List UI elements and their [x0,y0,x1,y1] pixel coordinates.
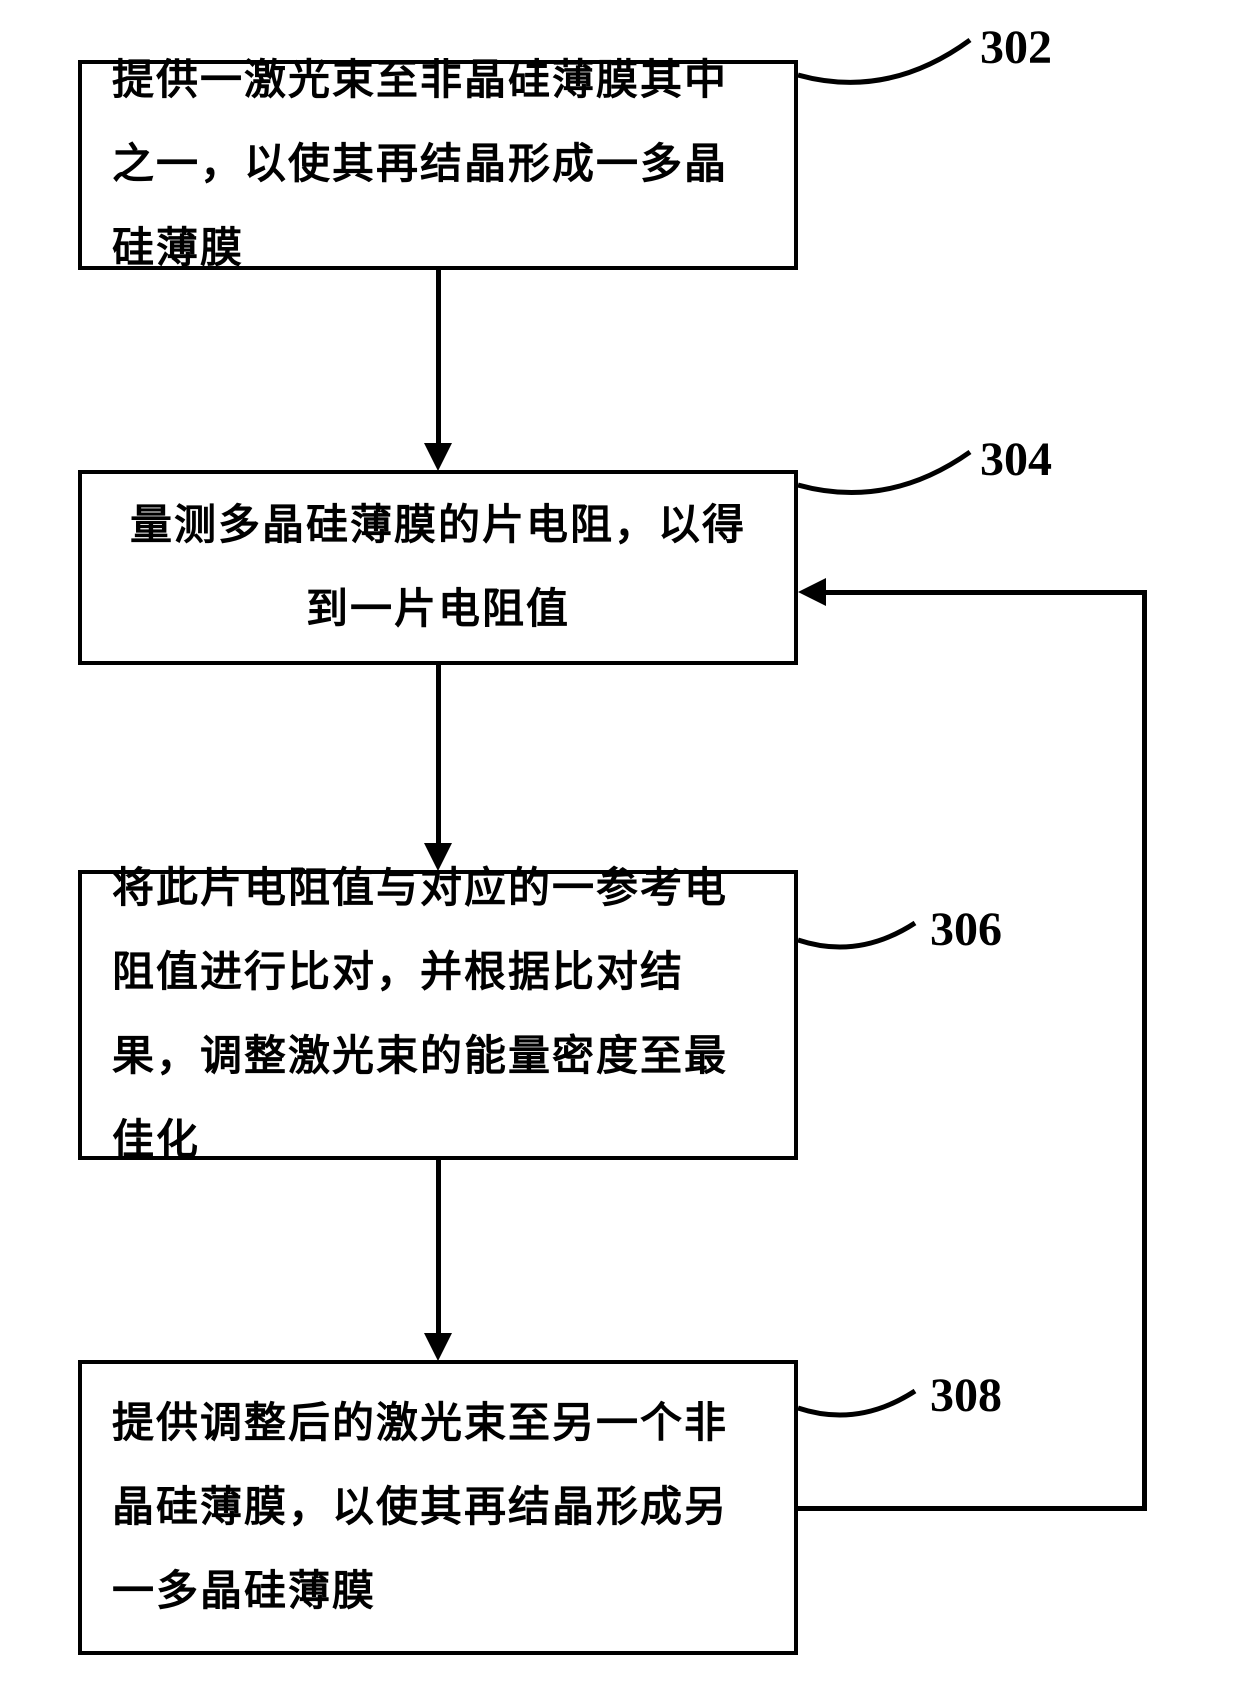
step-box-306: 将此片电阻值与对应的一参考电阻值进行比对，并根据比对结果，调整激光束的能量密度至… [78,870,798,1160]
label-302: 302 [980,20,1052,75]
arrow-head-306-308 [424,1333,452,1361]
step-box-308: 提供调整后的激光束至另一个非晶硅薄膜，以使其再结晶形成另一多晶硅薄膜 [78,1360,798,1655]
feedback-line-top [824,590,1147,595]
callout-308 [798,1378,928,1428]
arrow-head-302-304 [424,443,452,471]
feedback-arrow-head [798,578,826,606]
flowchart-container: 提供一激光束至非晶硅薄膜其中之一，以使其再结晶形成一多晶硅薄膜 302 量测多晶… [0,0,1238,1693]
callout-304 [798,440,978,500]
label-306: 306 [930,902,1002,957]
label-308: 308 [930,1368,1002,1423]
feedback-line-right [1142,590,1147,1511]
step-text-304: 量测多晶硅薄膜的片电阻，以得到一片电阻值 [112,484,764,652]
callout-306 [798,910,928,960]
callout-302 [798,30,978,90]
arrow-302-304 [436,270,441,445]
arrow-304-306 [436,665,441,845]
feedback-line-bottom [798,1506,1147,1511]
arrow-306-308 [436,1160,441,1335]
step-box-302: 提供一激光束至非晶硅薄膜其中之一，以使其再结晶形成一多晶硅薄膜 [78,60,798,270]
step-text-308: 提供调整后的激光束至另一个非晶硅薄膜，以使其再结晶形成另一多晶硅薄膜 [112,1382,764,1634]
step-box-304: 量测多晶硅薄膜的片电阻，以得到一片电阻值 [78,470,798,665]
step-text-306: 将此片电阻值与对应的一参考电阻值进行比对，并根据比对结果，调整激光束的能量密度至… [112,847,764,1183]
label-304: 304 [980,432,1052,487]
step-text-302: 提供一激光束至非晶硅薄膜其中之一，以使其再结晶形成一多晶硅薄膜 [112,39,764,291]
